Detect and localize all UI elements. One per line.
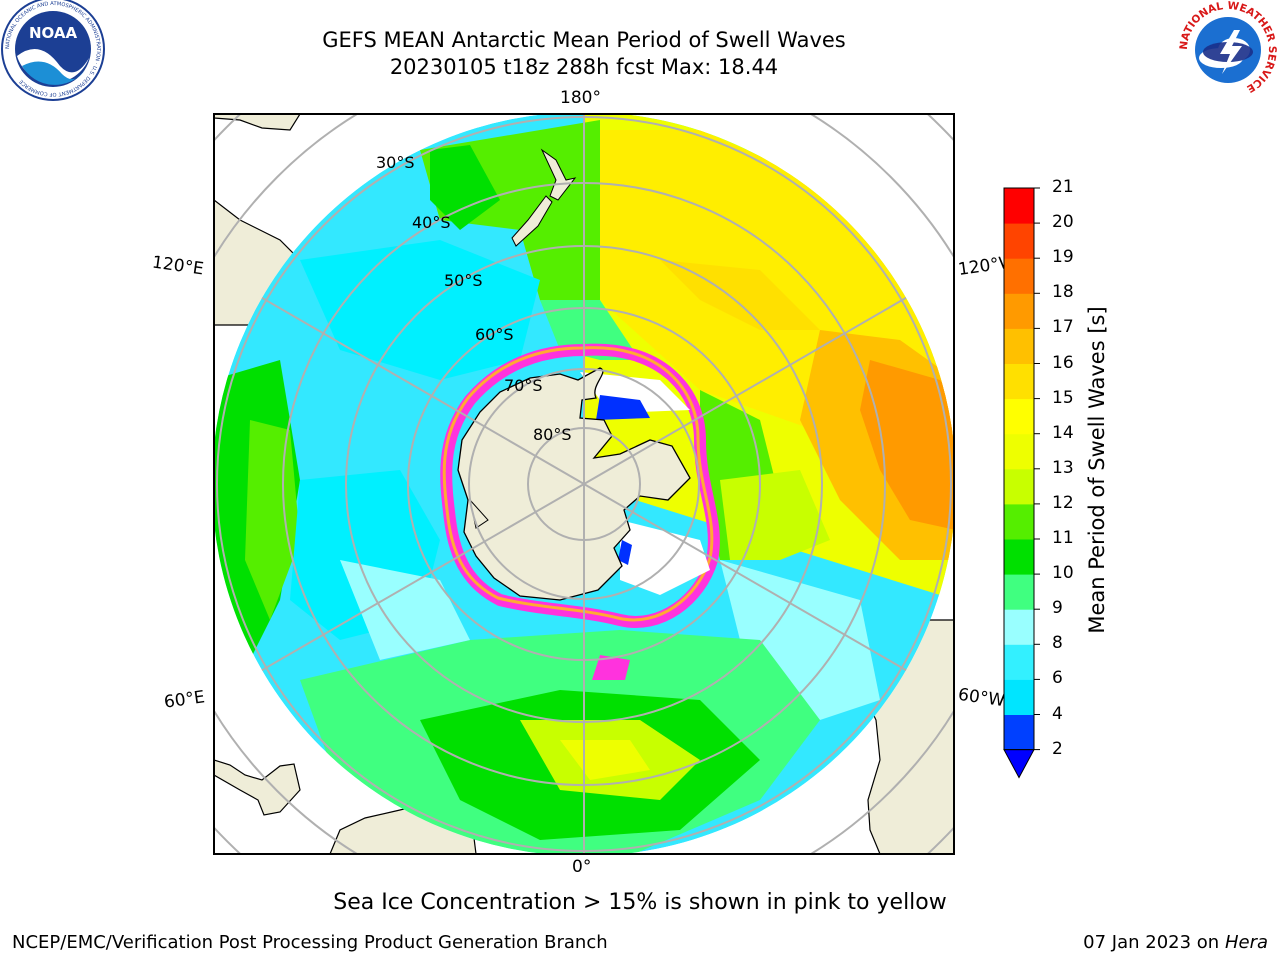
- colorbar-tick-label: 4: [1052, 703, 1063, 724]
- colorbar-segment: [1004, 503, 1034, 540]
- colorbar-tick-label: 9: [1052, 598, 1063, 619]
- chart-subtitle: 20230105 t18z 288h fcst Max: 18.44: [389, 55, 779, 79]
- colorbar-tick-label: 12: [1052, 492, 1074, 513]
- colorbar-segment: [1004, 363, 1034, 400]
- nws-logo: NATIONAL WEATHER SERVICE: [1178, 0, 1278, 98]
- lat-label-60s: 60°S: [475, 325, 514, 344]
- colorbar-tick-label: 6: [1052, 668, 1063, 689]
- sea-ice-caption: Sea Ice Concentration > 15% is shown in …: [333, 890, 947, 915]
- colorbar-segment: [1004, 258, 1034, 294]
- footer-branch: NCEP/EMC/Verification Post Processing Pr…: [12, 932, 608, 953]
- colorbar-tick-label: 16: [1052, 352, 1074, 373]
- colorbar: [1003, 187, 1040, 779]
- footer-date-text: 07 Jan 2023 on: [1083, 932, 1225, 953]
- lon-label-0: 0°: [572, 857, 592, 877]
- lat-label-70s: 70°S: [504, 376, 543, 395]
- colorbar-tick-label: 18: [1052, 282, 1074, 303]
- new-zealand: [540, 148, 577, 201]
- svg-text:NOAA: NOAA: [29, 24, 78, 42]
- lat-label-80s: 80°S: [533, 425, 572, 444]
- colorbar-segment: [1004, 609, 1034, 645]
- colorbar-label: Mean Period of Swell Waves [s]: [1085, 306, 1109, 634]
- colorbar-tick-label: 21: [1052, 177, 1074, 197]
- colorbar-segment: [1004, 433, 1034, 470]
- colorbar-tick-label: 11: [1052, 528, 1074, 548]
- chart-title: GEFS MEAN Antarctic Mean Period of Swell…: [322, 28, 846, 52]
- colorbar-segment: [1004, 714, 1034, 751]
- colorbar-segment: [1004, 398, 1034, 435]
- colorbar-tick-label: 20: [1052, 212, 1074, 233]
- colorbar-tick-label: 2: [1052, 738, 1063, 759]
- colorbar-tick-label: 10: [1052, 563, 1074, 584]
- colorbar-segment: [1004, 574, 1034, 610]
- colorbar-segment: [1004, 293, 1034, 329]
- lat-label-50s: 50°S: [444, 271, 483, 290]
- colorbar-tick-label: 15: [1052, 387, 1074, 408]
- colorbar-segment: [1004, 328, 1034, 364]
- colorbar-tick-label: 19: [1052, 247, 1074, 268]
- colorbar-segment: [1004, 539, 1034, 575]
- colorbar-segment: [1004, 188, 1034, 224]
- noaa-logo: NOAA NATIONAL OCEANIC AND ATMOSPHERIC AD…: [1, 0, 105, 101]
- colorbar-segment: [1004, 468, 1034, 505]
- colorbar-tick-label: 8: [1052, 633, 1063, 654]
- colorbar-segment: [1004, 644, 1034, 680]
- antarctica: [457, 367, 691, 601]
- colorbar-segment: [1004, 679, 1034, 715]
- lon-label-180: 180°: [560, 88, 601, 108]
- colorbar-tick-label: 17: [1052, 317, 1074, 338]
- lat-label-40s: 40°S: [412, 213, 451, 232]
- colorbar-segment: [1004, 223, 1034, 259]
- graticule: [214, 114, 954, 854]
- colorbar-tick-label: 13: [1052, 457, 1074, 478]
- map-frame: [213, 113, 955, 855]
- colorbar-tick-label: 14: [1052, 422, 1074, 443]
- footer-date: 07 Jan 2023 on Hera: [1083, 932, 1268, 953]
- footer-host: Hera: [1224, 932, 1268, 953]
- colorbar-extend-arrow: [1003, 749, 1035, 779]
- lat-label-30s: 30°S: [376, 153, 415, 172]
